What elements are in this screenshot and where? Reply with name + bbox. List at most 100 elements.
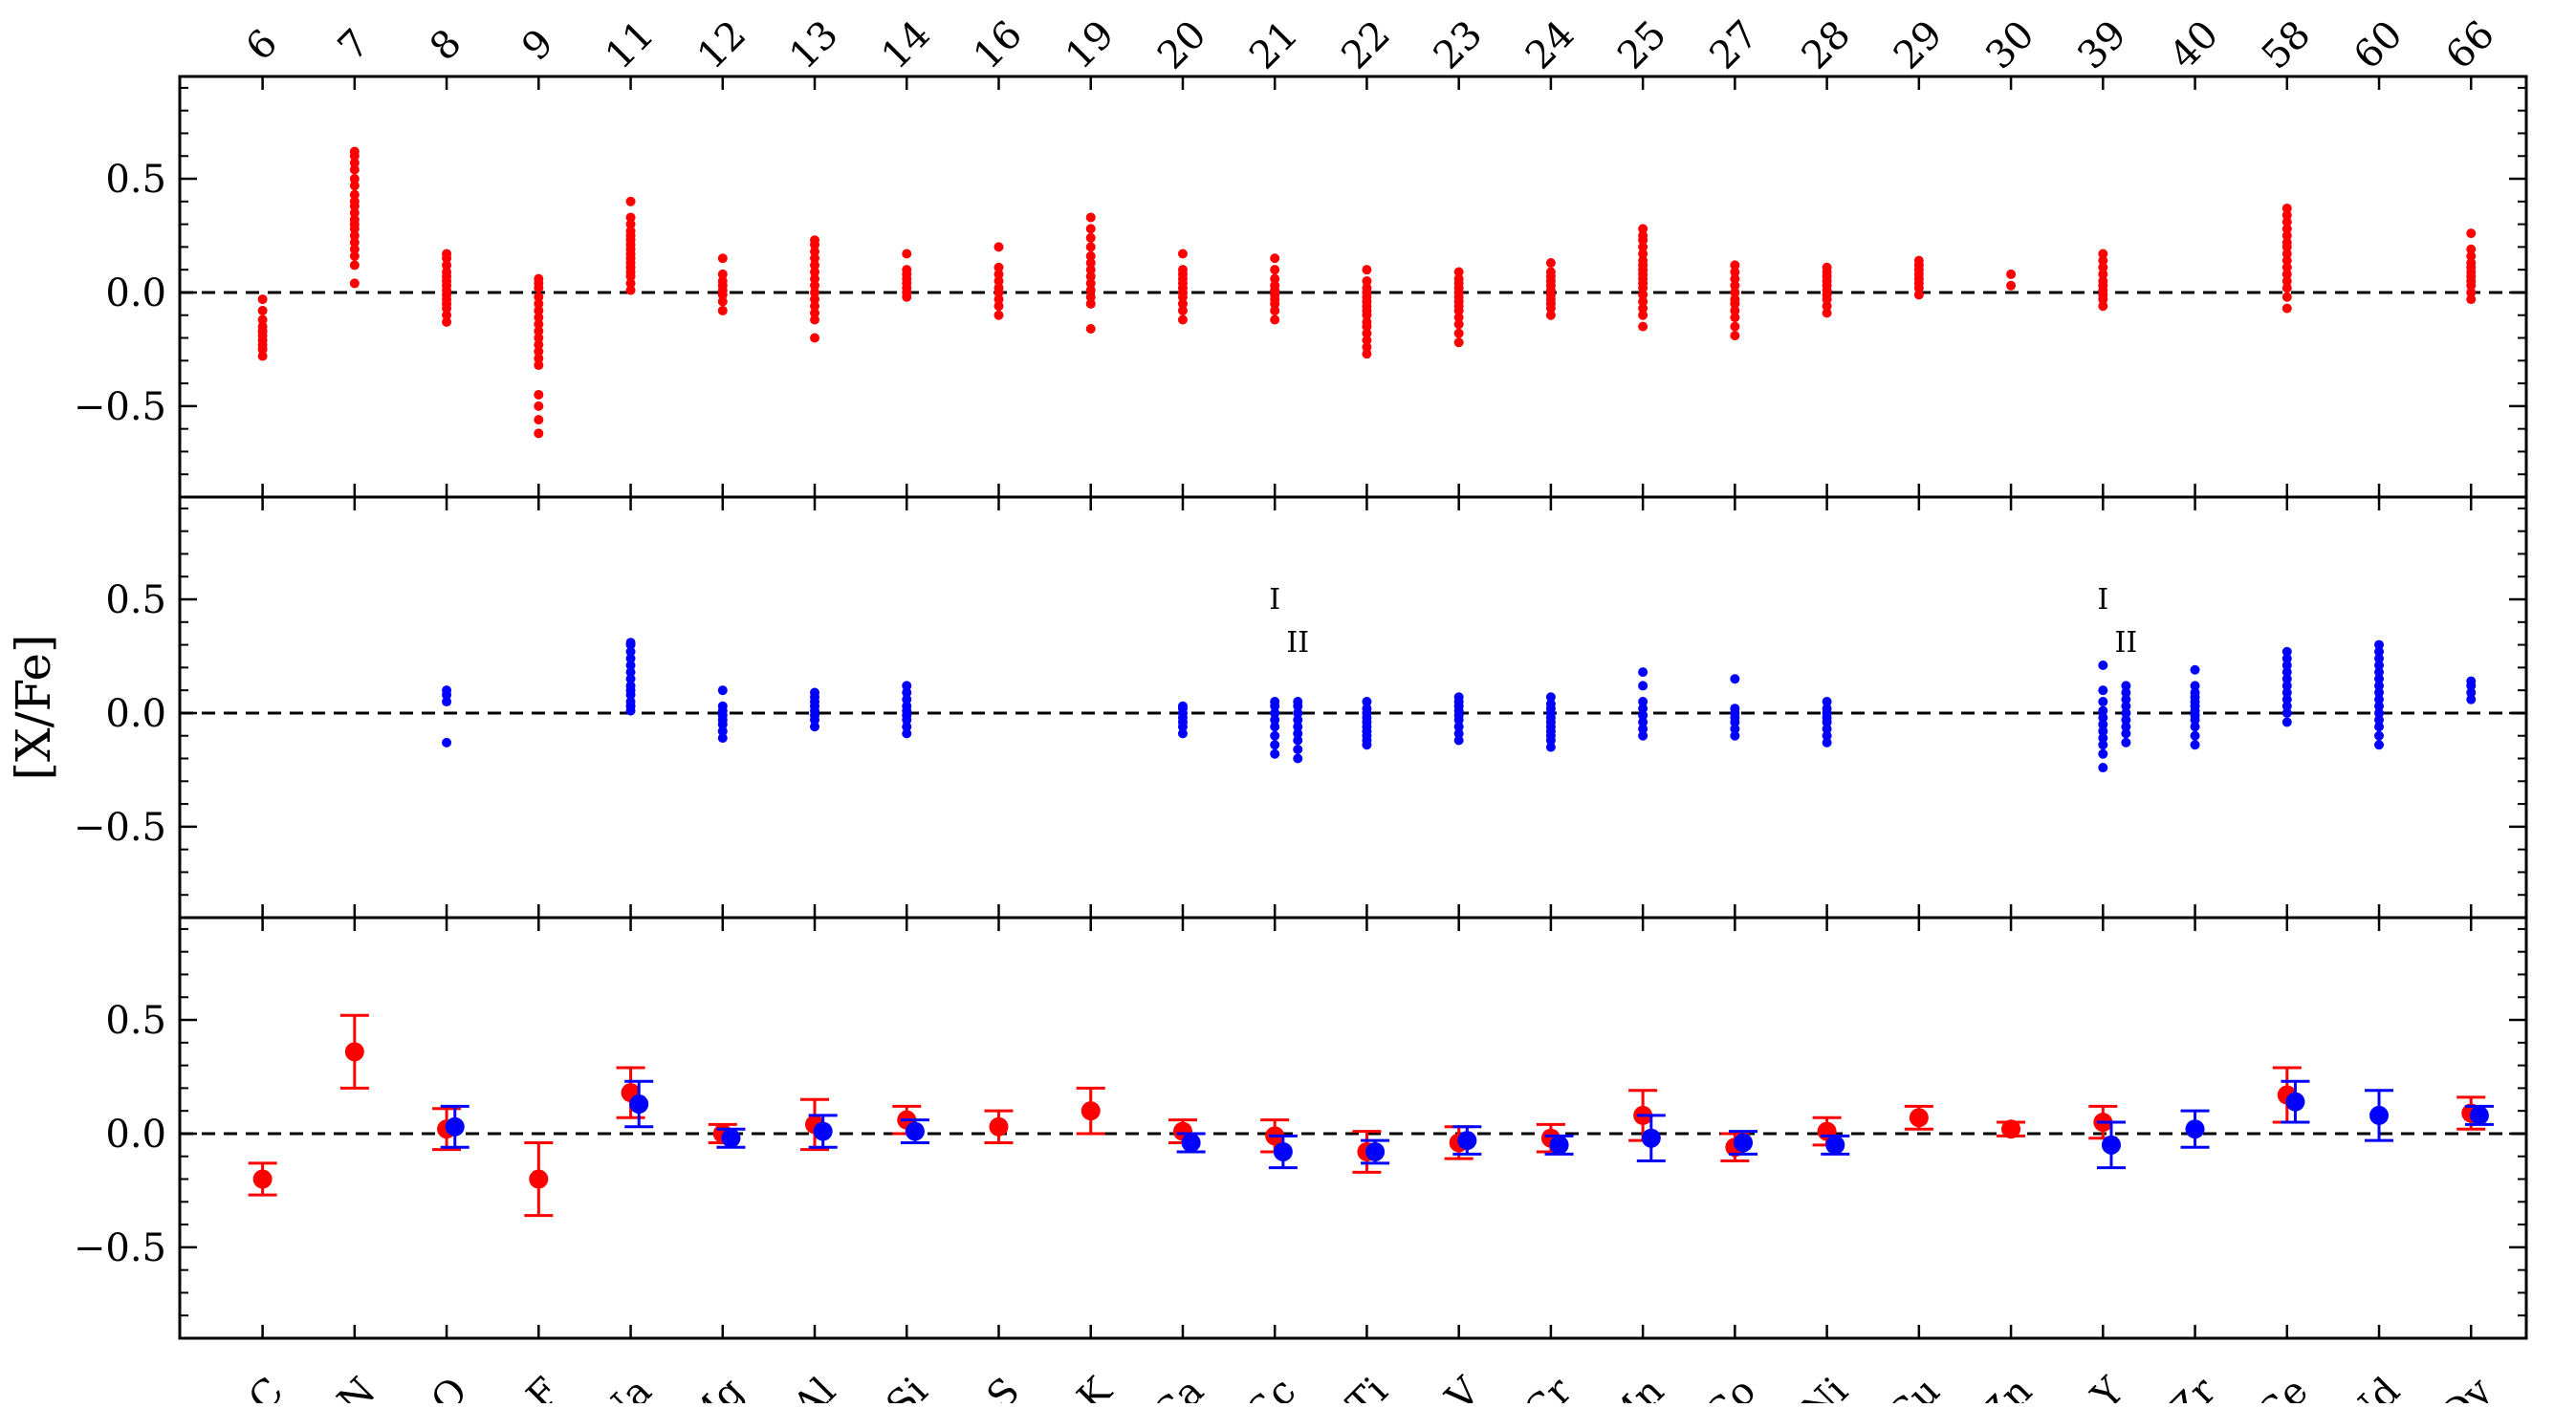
data-point	[349, 146, 360, 157]
data-point	[1638, 681, 1648, 691]
data-point	[1085, 265, 1096, 275]
data-point	[2190, 722, 2200, 732]
data-point	[1822, 704, 1832, 714]
data-point	[1822, 697, 1832, 707]
data-point	[902, 722, 912, 732]
data-point	[1730, 321, 1740, 332]
data-point	[1085, 285, 1096, 295]
data-point	[1293, 735, 1303, 746]
mean-point	[1909, 1108, 1929, 1128]
data-point	[993, 310, 1004, 320]
data-point	[2098, 661, 2108, 670]
data-point	[625, 653, 636, 663]
data-point	[625, 661, 636, 670]
data-point	[2466, 294, 2477, 305]
panel-frame	[178, 916, 2528, 1340]
data-point	[1913, 255, 1924, 266]
data-point	[1822, 730, 1832, 741]
element-label: Dy	[2433, 1369, 2500, 1403]
data-point	[810, 722, 820, 732]
data-point	[1453, 692, 1464, 703]
data-point	[2121, 707, 2131, 718]
data-point	[1362, 265, 1372, 275]
data-point	[810, 333, 820, 343]
element-label: Zn	[1974, 1369, 2041, 1403]
data-point	[349, 189, 360, 200]
data-point	[2281, 262, 2292, 272]
data-point	[2121, 722, 2131, 732]
data-point	[442, 316, 452, 327]
data-point	[2374, 661, 2385, 670]
data-point	[993, 262, 1004, 272]
data-point	[810, 273, 820, 284]
mean-point	[2285, 1092, 2305, 1112]
ion-annotation: I	[1269, 583, 1280, 617]
element-label: Mg	[676, 1369, 753, 1403]
element-label: K	[1069, 1369, 1121, 1403]
mean-point	[2001, 1119, 2021, 1139]
data-point	[2374, 667, 2385, 678]
data-point	[2281, 276, 2292, 287]
y-tick-label: 0.5	[105, 578, 166, 622]
atomic-number-label: 28	[1794, 12, 1860, 78]
data-point	[1270, 265, 1280, 275]
data-point	[1638, 724, 1648, 734]
data-point	[1085, 212, 1096, 223]
data-point	[717, 305, 728, 315]
data-point	[534, 305, 544, 315]
element-label: Zr	[2162, 1369, 2225, 1403]
y-tick-label: 0.0	[105, 692, 166, 736]
data-point	[1638, 321, 1648, 332]
data-point	[2374, 740, 2385, 750]
data-point	[1822, 301, 1832, 312]
panel-frame	[178, 75, 2528, 499]
data-point	[1293, 745, 1303, 754]
data-point	[349, 230, 360, 241]
data-point	[2281, 667, 2292, 678]
mean-point	[721, 1128, 741, 1148]
data-point	[1085, 232, 1096, 243]
data-point	[2466, 694, 2477, 704]
data-point	[2190, 740, 2200, 750]
data-point	[993, 276, 1004, 287]
data-point	[717, 701, 728, 711]
element-label: S	[979, 1369, 1029, 1403]
data-point	[2281, 269, 2292, 279]
data-point	[1638, 303, 1648, 314]
atomic-number-label: 40	[2162, 12, 2228, 78]
data-point	[902, 694, 912, 704]
data-point	[2121, 687, 2131, 698]
mean-point	[1641, 1128, 1661, 1148]
data-point	[625, 697, 636, 707]
atomic-number-label: 13	[781, 12, 847, 78]
mean-point	[989, 1116, 1009, 1137]
data-point	[2466, 687, 2477, 698]
atomic-number-label: 19	[1058, 12, 1124, 78]
atomic-number-label: 9	[513, 21, 562, 70]
data-point	[1730, 260, 1740, 271]
data-point	[2098, 249, 2108, 259]
data-point	[2098, 262, 2108, 272]
data-point	[1270, 280, 1280, 291]
data-point	[1177, 314, 1188, 325]
data-point	[2374, 681, 2385, 691]
data-point	[1085, 298, 1096, 309]
data-point	[993, 301, 1004, 312]
data-point	[810, 267, 820, 277]
data-point	[1362, 697, 1372, 707]
data-point	[1085, 271, 1096, 282]
data-point	[2121, 681, 2131, 691]
element-label: Sc	[1239, 1369, 1304, 1403]
mean-point	[344, 1042, 364, 1062]
data-point	[1453, 337, 1464, 348]
data-point	[2098, 733, 2108, 744]
data-point	[349, 244, 360, 254]
data-point	[993, 269, 1004, 279]
data-point	[2281, 646, 2292, 657]
data-point	[2190, 687, 2200, 698]
y-tick-label: −0.5	[74, 1226, 166, 1270]
atomic-number-label: 12	[689, 12, 755, 78]
data-point	[1913, 290, 1924, 300]
data-point	[534, 389, 544, 400]
data-point	[1638, 290, 1648, 300]
